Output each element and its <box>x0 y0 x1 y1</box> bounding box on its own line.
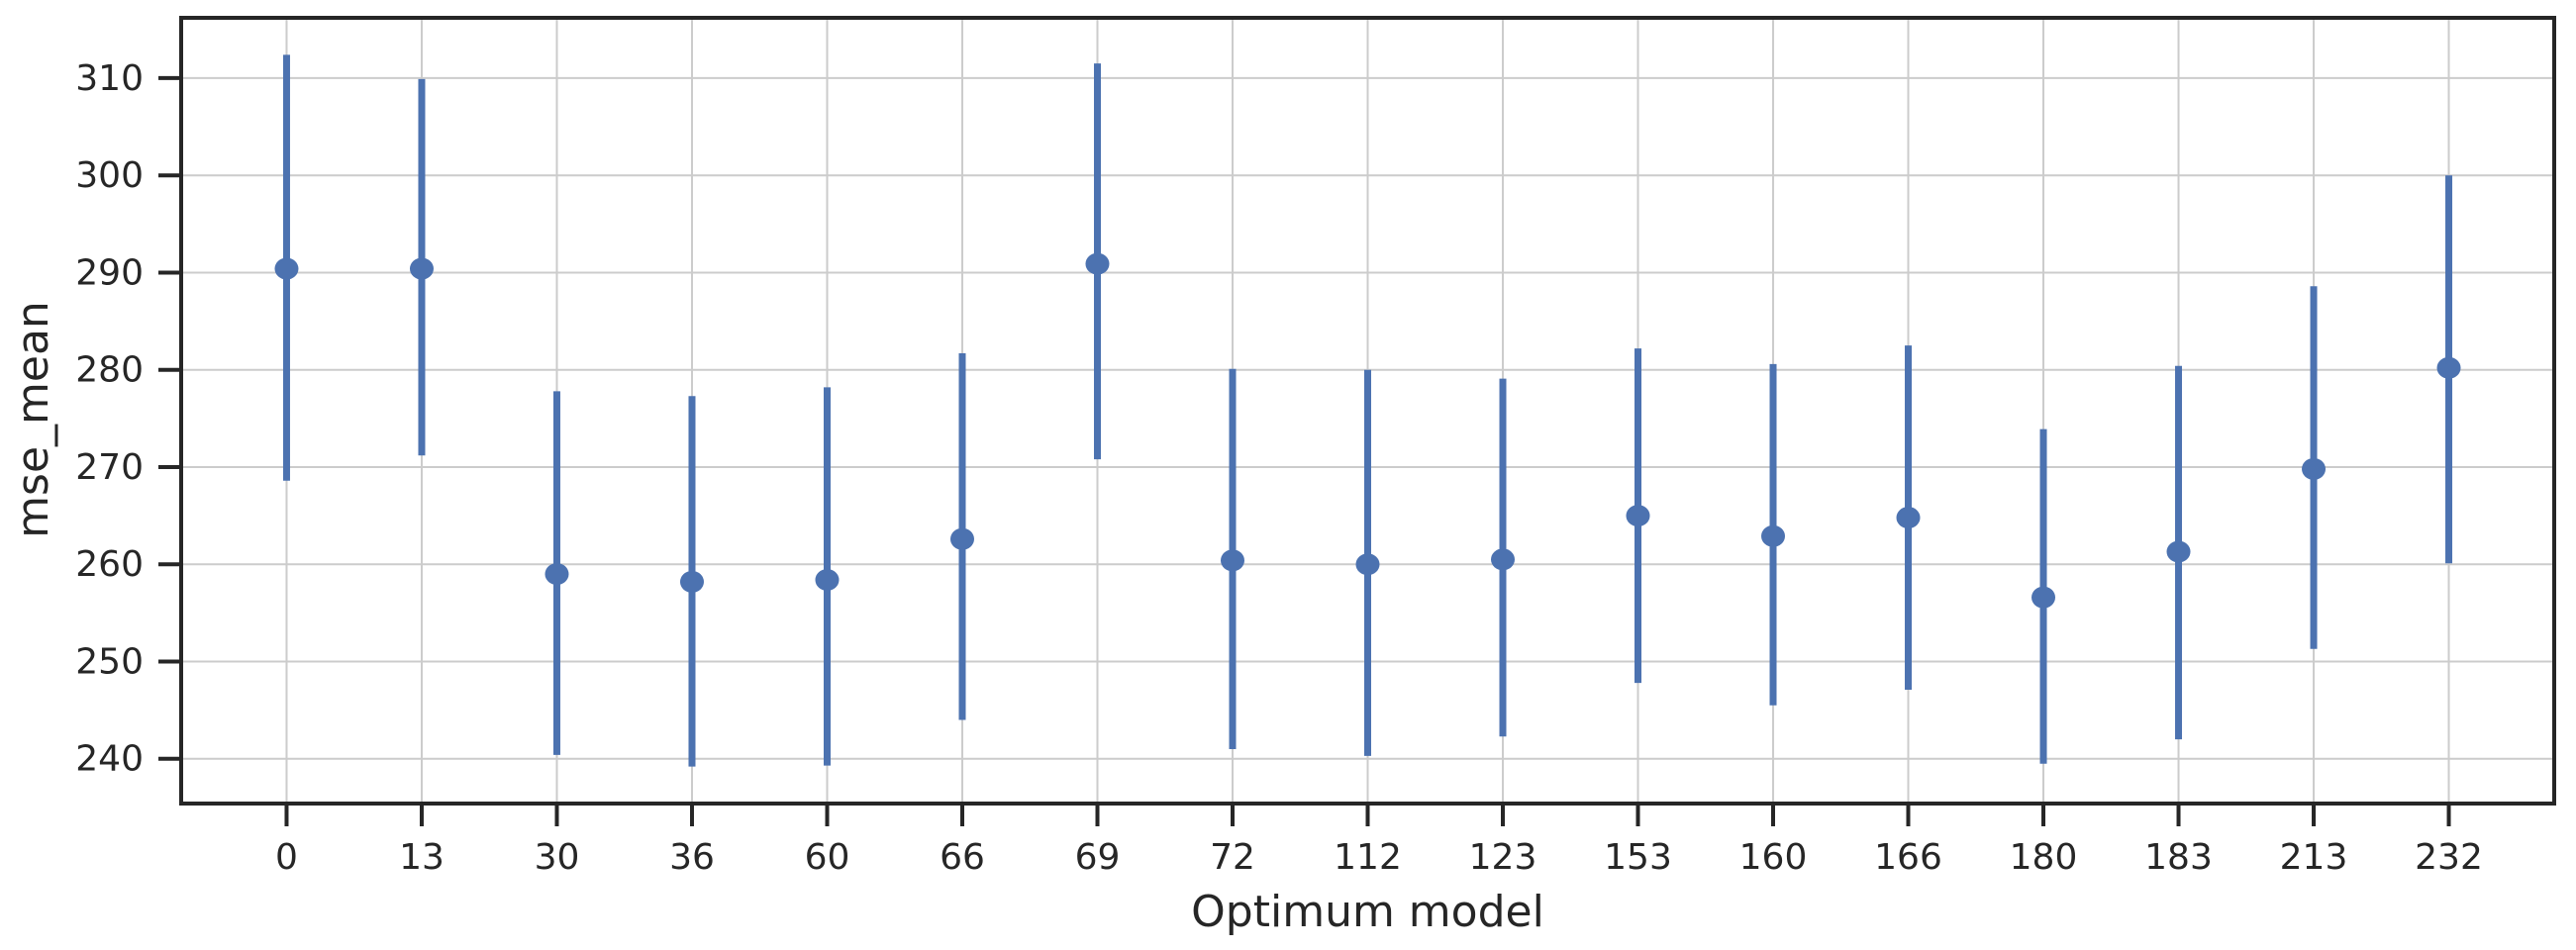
x-tick-label: 153 <box>1604 837 1672 878</box>
x-tick-label: 72 <box>1210 837 1255 878</box>
data-point <box>815 568 840 591</box>
y-axis-title: mse_mean <box>8 301 58 538</box>
data-series <box>274 54 2461 767</box>
axis-ticks <box>158 75 2451 826</box>
x-tick-label: 160 <box>1739 837 1808 878</box>
y-tick-label: 290 <box>75 252 144 293</box>
x-tick-label: 183 <box>2144 837 2213 878</box>
y-tick-label: 280 <box>75 350 144 391</box>
tick-labels: 240 250 260 270 280 290 300 310 0 13 30 36 60 66 69 72 1… <box>75 58 2483 878</box>
data-point <box>545 563 569 586</box>
y-tick-label: 270 <box>75 447 144 488</box>
data-point <box>1220 549 1244 572</box>
x-tick-label: 60 <box>805 837 850 878</box>
x-tick-label: 0 <box>275 837 298 878</box>
data-point <box>1085 252 1110 275</box>
y-tick-label: 310 <box>75 58 144 99</box>
x-axis-title: Optimum model <box>1191 887 1544 937</box>
x-tick-label: 180 <box>2010 837 2078 878</box>
x-tick-label: 69 <box>1075 837 1121 878</box>
x-tick-label: 30 <box>535 837 580 878</box>
data-point <box>679 570 704 593</box>
data-point <box>274 257 299 280</box>
y-tick-label: 300 <box>75 155 144 196</box>
y-tick-label: 250 <box>75 641 144 682</box>
x-tick-label: 213 <box>2280 837 2348 878</box>
data-point <box>1491 548 1516 571</box>
data-point <box>2031 586 2056 609</box>
x-tick-label: 232 <box>2415 837 2483 878</box>
data-point <box>2166 540 2191 563</box>
x-tick-label: 36 <box>669 837 715 878</box>
data-point <box>2302 457 2327 480</box>
x-tick-label: 123 <box>1469 837 1537 878</box>
data-point <box>949 527 974 550</box>
x-tick-label: 13 <box>399 837 445 878</box>
y-tick-label: 260 <box>75 544 144 585</box>
data-point <box>1626 505 1650 527</box>
x-tick-label: 166 <box>1874 837 1942 878</box>
x-tick-label: 66 <box>940 837 985 878</box>
data-point <box>1355 553 1380 576</box>
y-tick-label: 240 <box>75 739 144 780</box>
data-point <box>1896 507 1921 529</box>
x-tick-label: 112 <box>1334 837 1402 878</box>
data-point <box>2436 356 2461 379</box>
data-point <box>1761 524 1786 547</box>
data-point <box>409 257 434 280</box>
